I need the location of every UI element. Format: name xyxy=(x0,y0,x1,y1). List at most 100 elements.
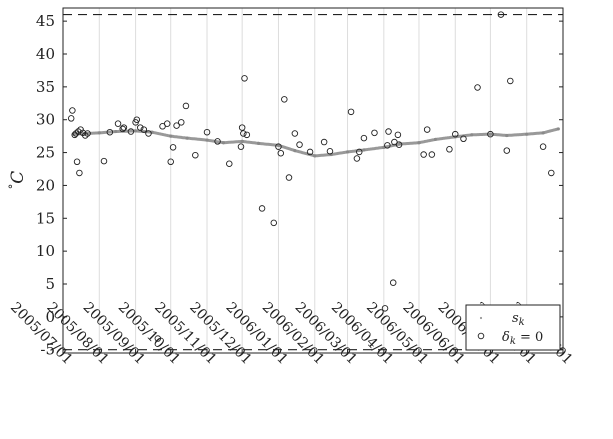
delta-point xyxy=(487,130,494,138)
legend-marker-delta xyxy=(477,332,485,340)
delta-point xyxy=(285,174,293,181)
delta-point xyxy=(119,125,126,133)
sk-point xyxy=(97,131,101,135)
delta-point xyxy=(270,219,278,227)
sk-point xyxy=(345,150,350,154)
legend-marker-sk xyxy=(479,316,483,320)
x-grid xyxy=(62,8,564,353)
sk-point xyxy=(470,133,474,137)
delta-point xyxy=(226,160,233,167)
delta-point xyxy=(106,128,114,136)
delta-point xyxy=(133,116,141,123)
y-tick-label: -5 xyxy=(40,341,55,359)
delta-point xyxy=(347,108,355,116)
delta-point xyxy=(394,131,402,139)
delta-point xyxy=(173,122,180,129)
sk-point xyxy=(133,129,138,133)
delta-point xyxy=(114,120,122,127)
delta-point xyxy=(192,151,199,159)
delta-point xyxy=(178,119,185,126)
sk-point xyxy=(221,141,226,145)
delta-point xyxy=(69,107,76,114)
y-axis-label-unit: C xyxy=(8,171,28,184)
delta-point xyxy=(539,143,547,150)
delta-point xyxy=(296,141,303,148)
delta-point xyxy=(275,143,282,150)
delta-point xyxy=(73,158,81,166)
y-tick-label: 35 xyxy=(36,78,55,96)
delta-point xyxy=(460,135,467,143)
delta-point xyxy=(385,128,392,135)
delta-point xyxy=(84,130,91,137)
delta-point xyxy=(238,124,246,131)
y-tick-label: 30 xyxy=(36,111,55,129)
delta-point xyxy=(360,134,368,142)
y-tick-label: 15 xyxy=(36,209,55,227)
delta-point xyxy=(381,305,389,312)
delta-point xyxy=(277,149,285,157)
delta-point xyxy=(548,169,555,177)
y-axis-ticks: -5 0 5 10 15 20 25 30 35 40 45 xyxy=(36,12,563,359)
y-tick-label: 20 xyxy=(36,176,55,194)
legend: sk δk = 0 xyxy=(465,304,561,351)
sk-point xyxy=(205,138,209,142)
delta-point xyxy=(356,148,363,156)
sk-point xyxy=(293,149,297,153)
legend-label-delta: δk = 0 xyxy=(502,330,543,347)
delta-point xyxy=(100,157,108,165)
delta-point xyxy=(154,335,162,342)
sk-point xyxy=(169,134,173,138)
sk-trace xyxy=(73,127,559,158)
sk-point xyxy=(488,132,493,136)
y-tick-label: 25 xyxy=(36,144,55,162)
delta-point xyxy=(281,96,288,103)
delta-point xyxy=(169,144,177,151)
y-tick-label: 0 xyxy=(45,308,55,326)
delta-point xyxy=(214,138,221,145)
y-tick-label: 10 xyxy=(36,242,55,260)
delta-point xyxy=(145,130,152,137)
y-axis-label-degree: ° xyxy=(7,184,20,190)
sk-point xyxy=(240,139,244,143)
delta-point xyxy=(497,11,505,18)
delta-point xyxy=(428,151,436,158)
delta-point xyxy=(452,130,459,138)
delta-point xyxy=(474,84,481,91)
legend-box xyxy=(465,304,561,351)
delta-point xyxy=(384,142,391,149)
delta-point xyxy=(395,141,403,148)
delta-point xyxy=(423,126,431,133)
delta-point xyxy=(446,146,453,153)
sk-point xyxy=(433,137,437,142)
delta-point xyxy=(503,147,511,154)
legend-label-sk: sk xyxy=(512,311,525,328)
delta-point xyxy=(127,128,135,135)
y-tick-label: 40 xyxy=(36,45,55,63)
delta-point xyxy=(237,143,245,150)
delta-point xyxy=(243,131,251,139)
delta-point xyxy=(507,77,514,85)
delta-point xyxy=(353,155,361,162)
sk-point xyxy=(525,132,529,136)
delta-point xyxy=(258,205,266,212)
plot-frame xyxy=(62,7,564,354)
delta-point xyxy=(371,129,378,137)
delta-point xyxy=(163,120,171,127)
sk-point xyxy=(505,133,509,138)
sk-point xyxy=(114,129,118,134)
delta-point xyxy=(326,148,334,155)
sk-point xyxy=(185,136,189,140)
delta-point xyxy=(320,138,328,146)
series-sk xyxy=(71,127,560,158)
delta-point xyxy=(420,151,427,158)
sk-point xyxy=(398,142,402,146)
y-tick-label: 5 xyxy=(45,275,55,293)
delta-point xyxy=(389,279,397,286)
sk-point xyxy=(541,131,545,135)
delta-point xyxy=(291,130,299,137)
delta-point xyxy=(71,131,78,139)
delta-point xyxy=(240,130,247,137)
delta-point xyxy=(182,102,190,110)
delta-point xyxy=(167,158,174,166)
y-tick-label: 45 xyxy=(36,12,55,30)
